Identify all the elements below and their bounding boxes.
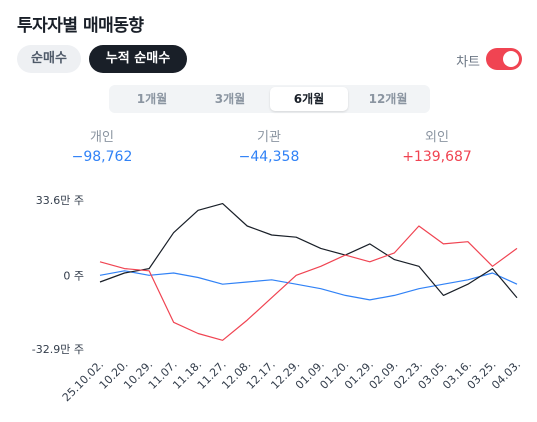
stat-institution: 기관 −44,358 <box>194 126 344 165</box>
net-buy-tab[interactable]: 순매수 <box>17 45 81 73</box>
y-tick-label: -32.9만 주 <box>32 343 84 356</box>
period-3m[interactable]: 3개월 <box>214 92 246 106</box>
series-line-foreign <box>99 225 518 341</box>
cumulative-net-buy-tab[interactable]: 누적 순매수 <box>89 45 187 73</box>
series-line-institution <box>99 203 518 299</box>
stat-label: 외인 <box>425 130 449 145</box>
period-1m[interactable]: 1개월 <box>136 92 168 106</box>
stat-individual: 개인 −98,762 <box>27 126 177 165</box>
stat-value: −98,762 <box>71 149 133 165</box>
period-12m[interactable]: 12개월 <box>368 92 408 106</box>
chart-toggle[interactable] <box>486 48 522 70</box>
stat-value: +139,687 <box>402 149 472 165</box>
stat-foreign: 외인 +139,687 <box>362 126 512 165</box>
stat-label: 개인 <box>90 130 114 145</box>
toggle-knob <box>503 51 519 67</box>
series-line-individual <box>99 270 518 301</box>
stat-value: −44,358 <box>238 149 300 165</box>
period-selector: 1개월 3개월 6개월 12개월 <box>109 85 430 113</box>
page-title: 투자자별 매매동향 <box>17 16 144 36</box>
y-tick-label: 0 주 <box>63 269 84 282</box>
period-6m[interactable]: 6개월 <box>270 87 348 111</box>
y-tick-label: 33.6만 주 <box>36 194 84 207</box>
chart-toggle-label: 차트 <box>456 55 480 70</box>
stat-label: 기관 <box>257 130 281 145</box>
